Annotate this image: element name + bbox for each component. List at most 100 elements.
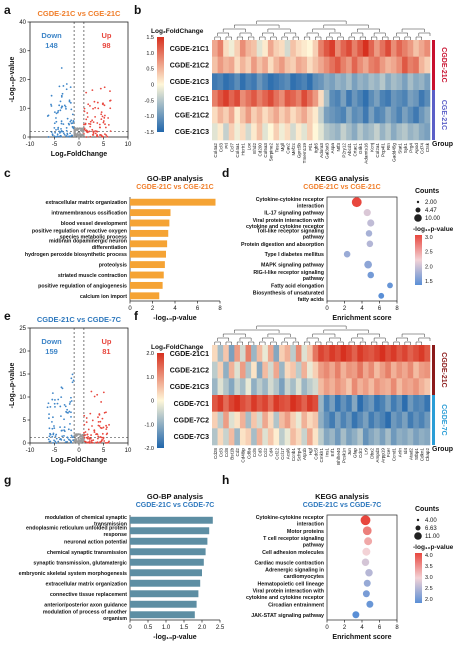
kegg-bubble [363,209,371,217]
heatmap-cell [351,361,358,379]
heatmap-cell [212,378,218,396]
volcano-point [98,126,101,129]
go-bar [130,229,169,237]
group-label: CGE-21C [440,100,447,130]
heatmap-cell [245,106,252,124]
volcano-point [65,83,68,85]
pathway-label: RIG-I-like receptor signaling [253,270,324,276]
heatmap-cell [307,106,313,124]
volcano-point [71,113,74,116]
volcano-point [96,130,99,133]
heatmap-cell [256,361,263,379]
dendrogram-branch [357,28,380,32]
volcano-point [83,423,86,426]
volcano-point [75,129,77,131]
heatmap-cell [413,411,420,429]
volcano-point [72,120,75,122]
go-bar [130,271,164,279]
panel-letter-c: c [4,166,11,180]
size-legend-dot [415,207,421,213]
go-term-label: extracellular matrix organization [45,581,127,587]
heatmap-cell [357,345,364,362]
heatmap-cell [262,345,269,362]
heatmap-cell [301,73,308,91]
heatmap-cell [234,378,241,396]
volcano-point [90,439,93,442]
x-tick-label: 0 [77,448,81,454]
volcano-point [92,107,94,110]
heatmap-cell [340,56,347,74]
dendrogram-branch [256,20,347,24]
volcano-point [69,439,71,442]
column-label: Ccl3 [218,448,223,458]
dendrogram-branch [248,36,255,40]
heatmap-cell [368,123,375,141]
dendrogram-branch [262,32,274,36]
volcano-point [55,112,58,115]
volcano-point [96,101,99,104]
heatmap-cell [418,106,425,124]
column-label: Hcrtr1 [241,143,246,156]
volcano-point [63,426,66,429]
volcano-point [102,120,105,122]
heatmap-cell [262,90,269,107]
volcano-point [58,135,61,138]
dendrogram-branch [348,341,355,345]
volcano-point [60,122,63,125]
volcano-point [103,86,106,89]
heatmap-cell [290,56,297,74]
volcano-point [75,441,78,443]
volcano-point [53,425,55,427]
row-label: CGE-21C3 [175,129,209,136]
volcano-point [105,424,107,427]
heatmap-cell [290,345,297,362]
dendrogram-branch [270,341,277,345]
volcano-point [104,133,106,136]
heatmap-cell [385,345,392,362]
column-label: Lr9 [364,448,369,455]
volcano-point [55,120,58,123]
volcano-point [55,136,57,138]
volcano-point [82,433,85,436]
heatmap-cell [239,428,246,446]
column-label: Ccnb1 [291,448,296,462]
heatmap-cell [290,428,297,446]
dendrogram-branch [393,36,400,40]
go-bar [130,281,163,289]
volcano-point [49,405,52,408]
dendrogram-branch [248,341,255,345]
heatmap-cell [256,395,263,412]
volcano-point [86,131,89,134]
volcano-title: CGDE-21C vs CGDE-7C [37,315,122,324]
heatmap-cell [290,73,297,91]
heatmap-cell [312,428,319,446]
heatmap-cell [357,378,364,396]
group-bar [432,395,435,445]
volcano-point [100,439,103,442]
pathway-label: Hematopoietic cell lineage [257,581,324,587]
volcano-point [104,126,107,129]
volcano-point [96,437,99,440]
y-axis-label: -Log₁₀p-value [9,57,16,103]
column-label: Scfrp4 [297,448,302,462]
heatmap-cell [212,73,218,91]
column-label: Kcnj [369,143,374,152]
column-label: Aspa [330,143,335,154]
heatmap-cell [357,56,364,74]
go-bar [130,611,195,619]
heatmap-cell [279,411,285,429]
heatmap-cell [279,106,285,124]
go-title: GO-BP analysis [147,174,203,183]
dendrogram-branch [267,28,291,32]
heatmap-cell [279,428,285,446]
row-label: CGDE-21C1 [170,351,209,358]
volcano-point [98,413,101,415]
heatmap-cell [385,428,392,446]
volcano-point [88,130,91,133]
heatmap-cell [390,378,397,396]
go-term-label: differentiation [92,245,127,251]
heatmap-cell [290,106,297,124]
heatmap-cell [374,411,380,429]
heatmap-cell [368,395,375,412]
heatmap-cell [234,56,241,74]
